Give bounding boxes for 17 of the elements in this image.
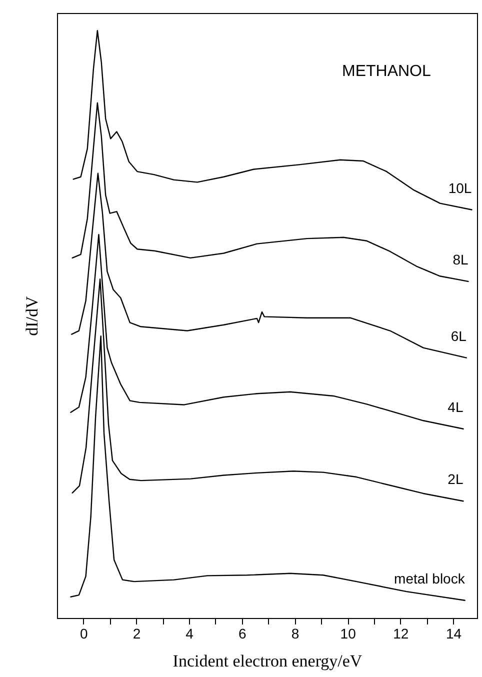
x-tick-label: 4: [186, 626, 194, 642]
x-tick-label: 14: [446, 626, 462, 642]
x-tick-label: 12: [393, 626, 409, 642]
series-label: 8L: [452, 251, 468, 268]
series-label: 10L: [448, 180, 472, 196]
x-tick-label: 0: [80, 626, 88, 642]
x-axis-title: Incident electron energy/eV: [172, 652, 363, 670]
annotation: METHANOL: [342, 63, 431, 80]
series-label: 6L: [450, 328, 467, 344]
x-tick-label: 8: [291, 626, 300, 642]
series-label: metal block: [394, 570, 466, 586]
x-tick-label: 10: [340, 626, 356, 642]
y-axis-title: dI/dV: [22, 295, 42, 336]
x-tick-label: 2: [132, 626, 141, 642]
x-tick-label: 6: [238, 626, 247, 642]
series-label: 2L: [448, 471, 464, 488]
series-label: 4L: [448, 398, 464, 415]
